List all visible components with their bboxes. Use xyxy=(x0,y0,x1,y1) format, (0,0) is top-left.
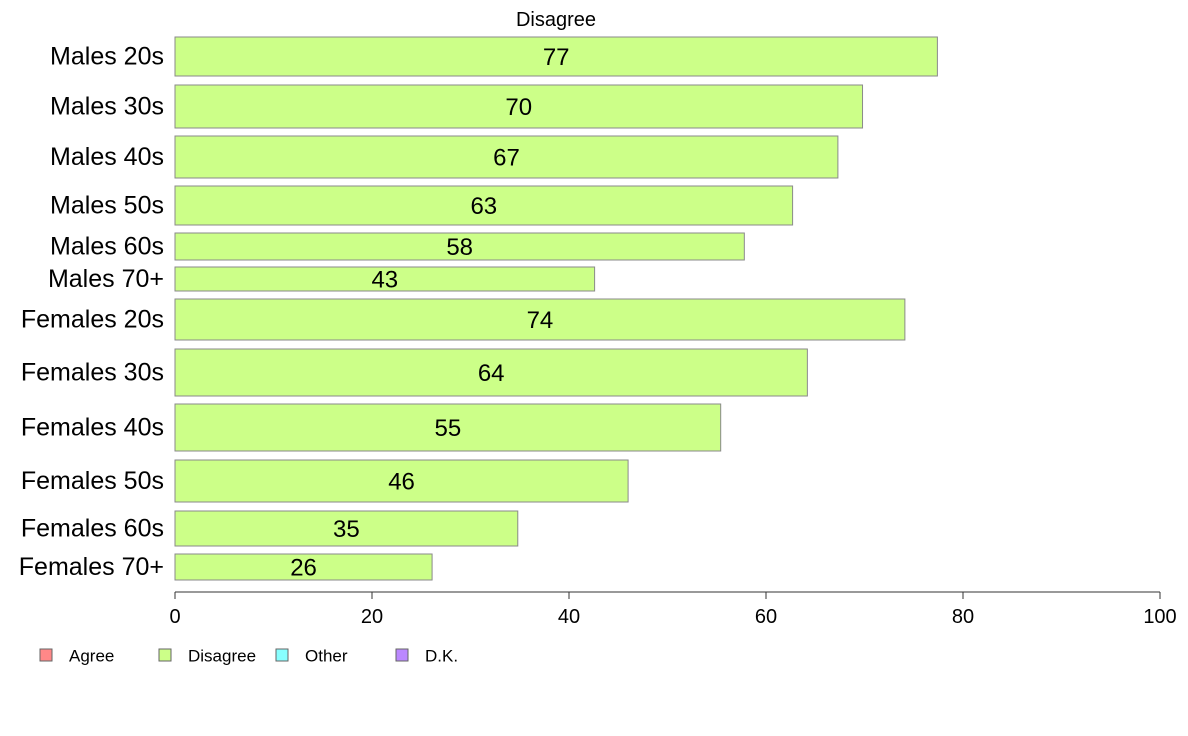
legend-swatch xyxy=(39,648,53,662)
legend: Agree Disagree Other D.K. xyxy=(39,647,458,666)
data-label: 74 xyxy=(527,307,554,334)
data-label: 46 xyxy=(388,469,415,496)
legend-label: Agree xyxy=(69,647,114,666)
bar xyxy=(174,459,629,503)
category-label: Males 50s xyxy=(50,192,164,220)
x-tick-label: 80 xyxy=(952,606,974,628)
category-label: Males 60s xyxy=(50,233,164,261)
category-label: Females 60s xyxy=(21,515,164,543)
bar xyxy=(174,84,864,129)
bar xyxy=(174,553,433,581)
bar xyxy=(174,266,596,292)
data-label: 26 xyxy=(290,555,317,582)
data-label: 70 xyxy=(505,94,532,121)
legend-label: Other xyxy=(305,647,348,666)
x-tick-label: 20 xyxy=(361,606,383,628)
data-label: 43 xyxy=(371,267,398,294)
category-label: Males 30s xyxy=(50,93,164,121)
bar xyxy=(174,348,808,397)
bar xyxy=(174,232,745,261)
legend-label: Disagree xyxy=(188,647,256,666)
bars-group: Males 20s 77 Males 30s 70 Males 40s 67 Males 5… xyxy=(19,36,938,582)
category-label: Females 70+ xyxy=(19,553,164,581)
category-label: Males 70+ xyxy=(48,265,164,293)
legend-swatch xyxy=(395,648,409,662)
data-label: 67 xyxy=(493,145,520,172)
data-label: 55 xyxy=(434,415,461,442)
category-label: Females 40s xyxy=(21,414,164,442)
bar xyxy=(174,298,906,341)
x-tick-label: 100 xyxy=(1143,606,1176,628)
legend-swatch xyxy=(275,648,289,662)
category-label: Females 50s xyxy=(21,467,164,495)
bar xyxy=(174,510,519,547)
bar xyxy=(174,403,722,452)
legend-label: D.K. xyxy=(425,647,458,666)
data-label: 77 xyxy=(543,44,570,71)
bar xyxy=(174,135,839,179)
bar xyxy=(174,185,794,226)
category-label: Females 20s xyxy=(21,306,164,334)
category-label: Females 30s xyxy=(21,359,164,387)
data-label: 58 xyxy=(446,234,473,261)
data-label: 63 xyxy=(470,193,497,220)
data-label: 35 xyxy=(333,516,360,543)
category-label: Males 20s xyxy=(50,43,164,71)
data-label: 64 xyxy=(478,360,505,387)
x-tick-label: 40 xyxy=(558,606,580,628)
category-label: Males 40s xyxy=(50,143,164,171)
legend-swatch xyxy=(158,648,172,662)
x-tick-label: 0 xyxy=(169,606,180,628)
x-tick-label: 60 xyxy=(755,606,777,628)
bar xyxy=(174,36,938,77)
chart-title: Disagree xyxy=(516,9,596,31)
x-axis: 0 20 40 60 80 100 xyxy=(169,591,1177,628)
